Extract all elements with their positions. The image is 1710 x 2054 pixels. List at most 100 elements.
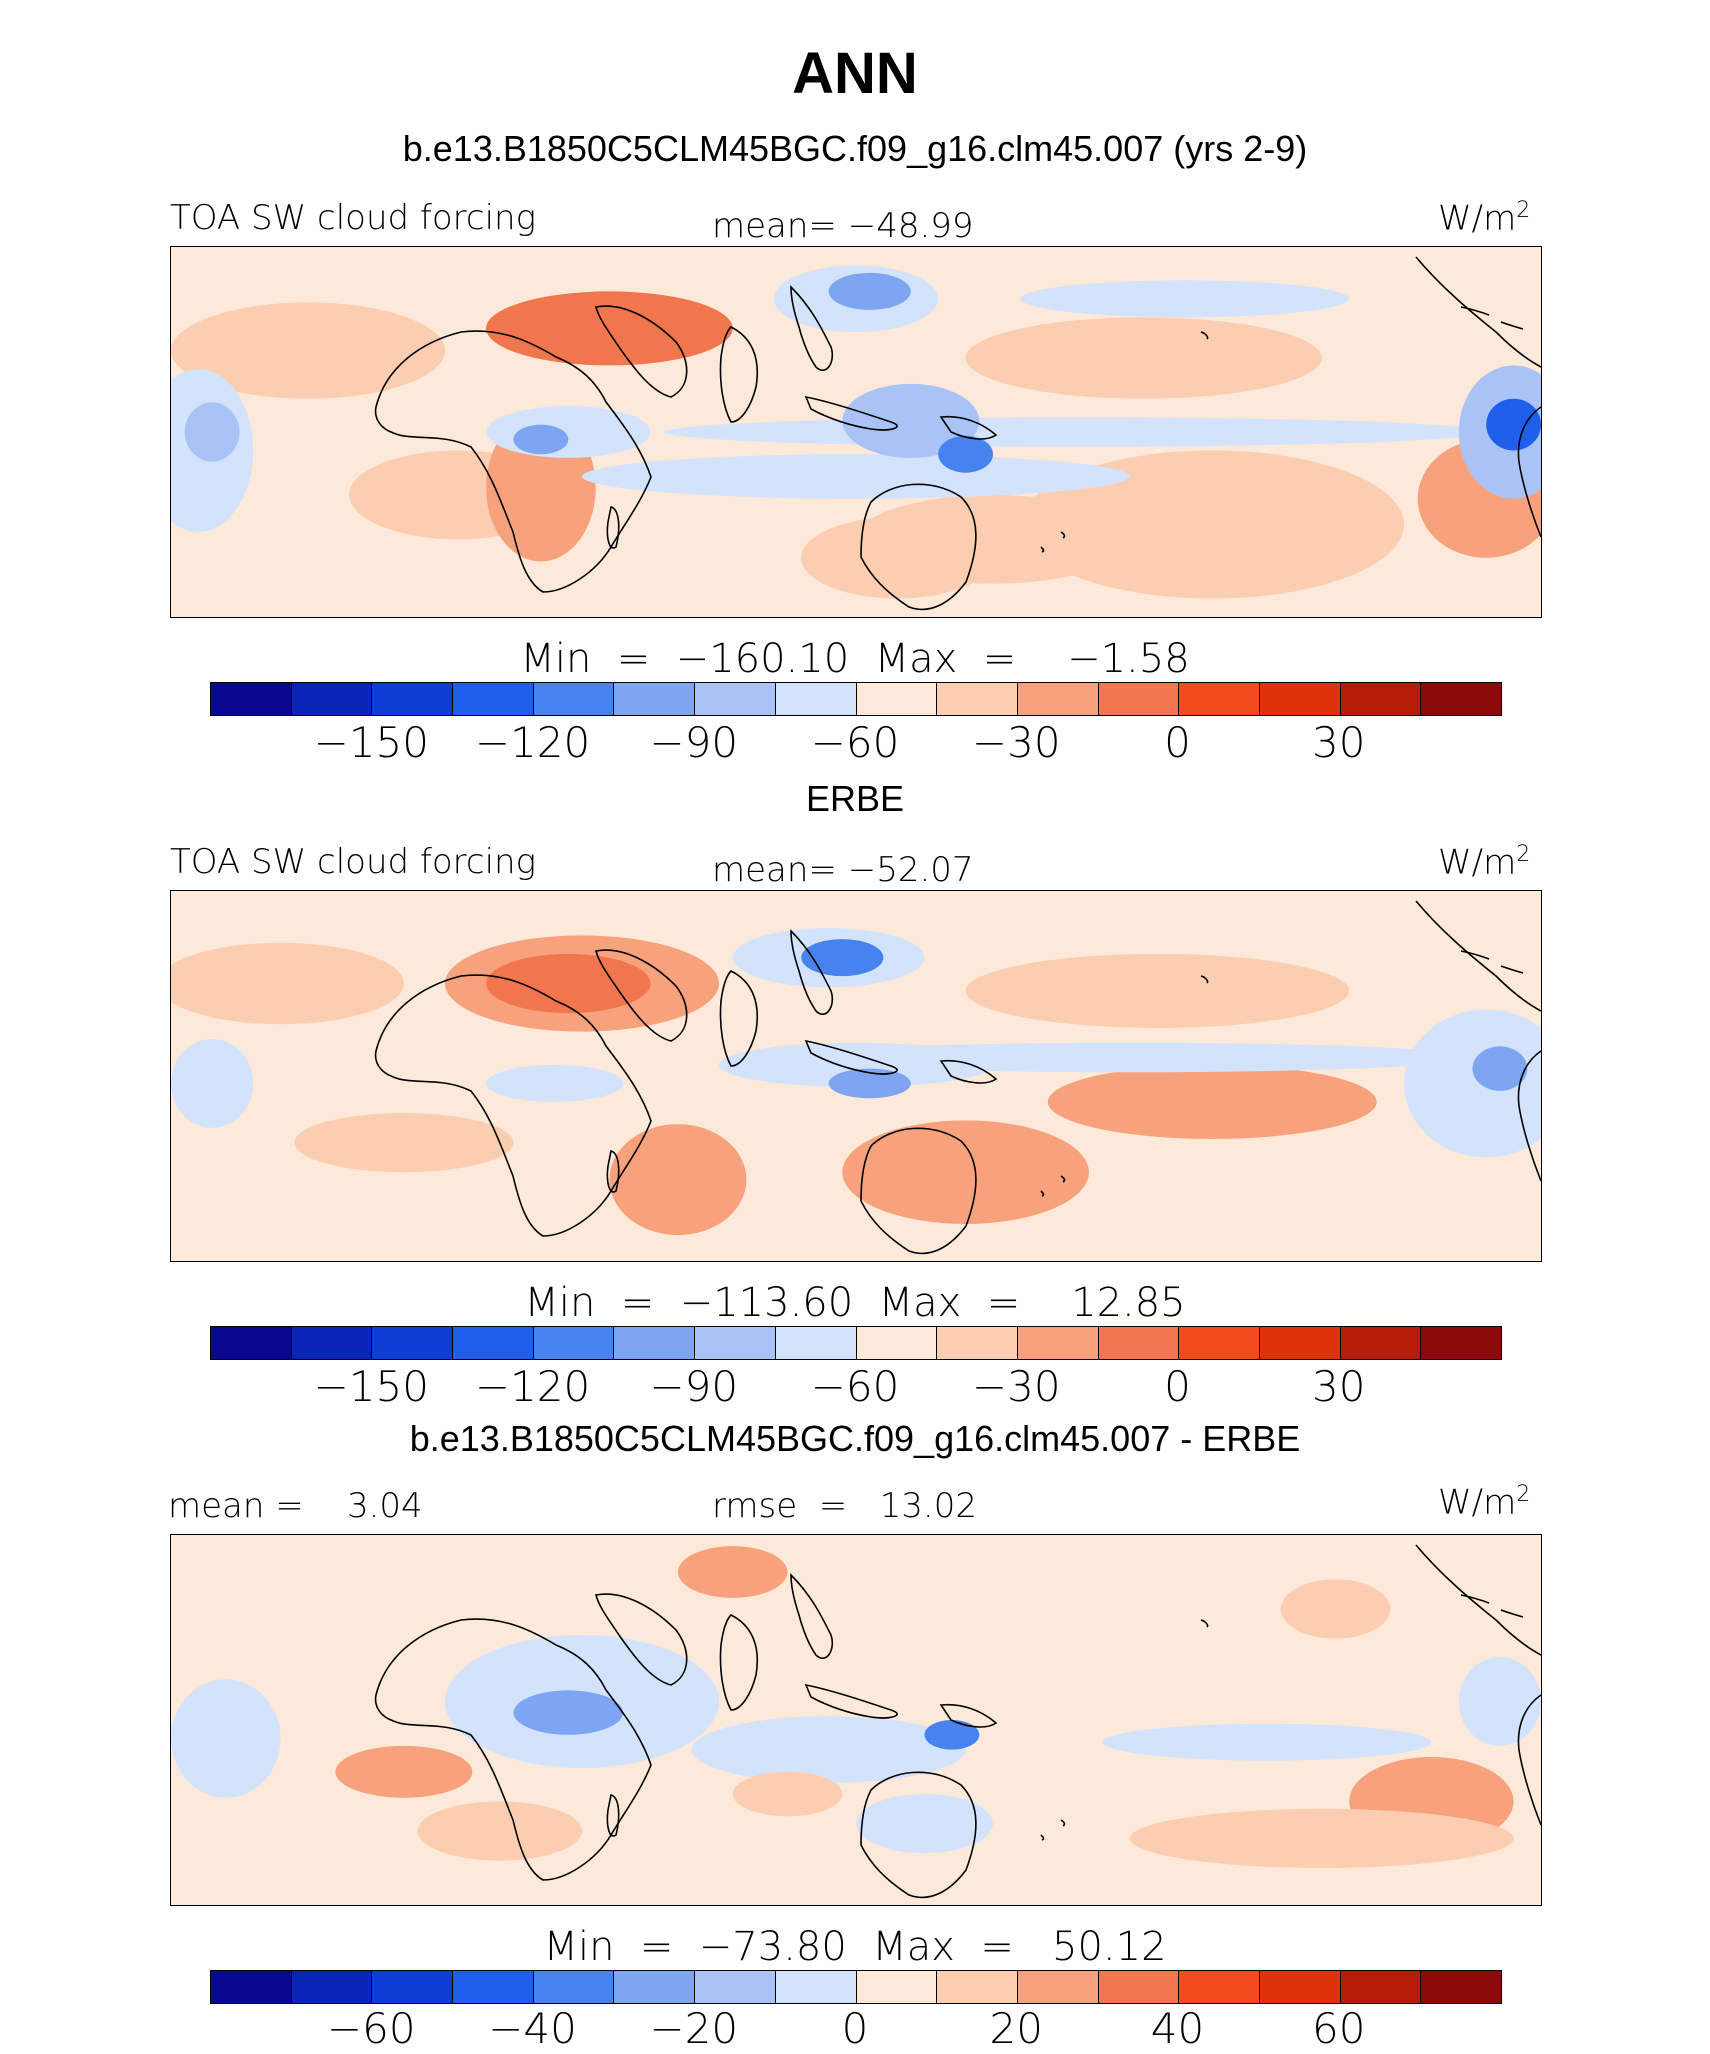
contour-region — [1404, 1009, 1541, 1158]
contour-region — [1458, 1657, 1541, 1746]
contour-region — [1472, 1046, 1528, 1091]
colorbar-tick-label: 0 — [1164, 1362, 1191, 1411]
contour-region — [486, 406, 651, 458]
colorbar-swatch — [614, 1327, 696, 1359]
panel-3-map — [170, 1534, 1542, 1906]
colorbar-swatch — [1098, 1327, 1180, 1359]
colorbar-tick-label: −150 — [313, 1362, 429, 1411]
colorbar-swatch — [291, 1327, 373, 1359]
panel-2-units: W/m2 — [1438, 842, 1531, 883]
panel-1-colorbar — [210, 682, 1502, 716]
coastline — [1415, 256, 1541, 368]
colorbar-swatch — [1017, 1327, 1099, 1359]
contour-region — [486, 1064, 624, 1102]
contour-region — [184, 402, 240, 462]
contour-region — [1020, 280, 1350, 318]
colorbar-swatch — [291, 1971, 373, 2003]
contour-region — [1047, 1064, 1377, 1139]
colorbar-tick-label: 20 — [989, 2004, 1043, 2053]
panel-2-colorbar — [210, 1326, 1502, 1360]
coastline — [719, 326, 758, 423]
panel-3-header: b.e13.B1850C5CLM45BGC.f09_g16.clm45.007 … — [409, 1418, 1301, 1459]
panel-1-mean-label: mean= −48.99 — [712, 206, 974, 246]
colorbar-swatch — [1017, 683, 1099, 715]
contour-region — [1020, 450, 1404, 599]
colorbar-swatch — [453, 1971, 534, 2003]
colorbar-swatch — [372, 1971, 454, 2003]
panel-3-colorbar-ticks: −60 −40 −20 0 20 40 60 — [210, 2004, 1500, 2054]
panel-1-minmax: Min = −160.10 Max = −1.58 — [520, 636, 1190, 682]
contour-region — [1280, 1579, 1391, 1639]
contour-region — [335, 1745, 473, 1798]
coastline — [939, 1703, 998, 1728]
coastline — [790, 929, 834, 1015]
main-title: ANN — [792, 41, 918, 106]
panel-3-rmse-label: rmse = 13.02 — [712, 1486, 977, 1526]
colorbar-swatch — [1421, 1971, 1501, 2003]
panel-2-variable-label: TOA SW cloud forcing — [170, 842, 536, 882]
colorbar-tick-label: −150 — [313, 718, 429, 767]
colorbar-swatch — [1098, 683, 1180, 715]
coastline — [804, 1683, 898, 1719]
panel-1-map — [170, 246, 1542, 618]
coastline — [790, 1573, 834, 1659]
panel-2-mean-label: mean= −52.07 — [712, 850, 974, 890]
contour-region — [171, 302, 445, 399]
contour-region — [664, 417, 1487, 447]
colorbar-tick-label: 0 — [1164, 718, 1191, 767]
colorbar-swatch — [1421, 1327, 1501, 1359]
colorbar-swatch — [695, 683, 776, 715]
colorbar-tick-label: −120 — [474, 718, 591, 767]
contour-region — [1130, 1808, 1514, 1868]
coastline — [1040, 1619, 1209, 1841]
colorbar-swatch — [211, 1327, 292, 1359]
contour-region — [171, 1039, 254, 1128]
colorbar-swatch — [1340, 683, 1422, 715]
coastline — [804, 395, 898, 431]
coastline — [790, 285, 834, 371]
colorbar-swatch — [1340, 1971, 1422, 2003]
colorbar-swatch — [937, 683, 1018, 715]
panel-2-colorbar-ticks: −150 −120 −90 −60 −30 0 30 — [210, 1362, 1500, 1412]
coastline — [1517, 1694, 1541, 1826]
colorbar-tick-label: −90 — [649, 718, 739, 767]
colorbar-swatch — [695, 1971, 776, 2003]
contour-region — [691, 1716, 966, 1783]
contour-region — [609, 1124, 747, 1236]
coastline — [606, 1794, 620, 1837]
colorbar-tick-label: −30 — [971, 718, 1061, 767]
panel-3-units: W/m2 — [1438, 1482, 1531, 1523]
contour-region — [1486, 398, 1541, 451]
colorbar-swatch — [614, 1971, 696, 2003]
contour-region — [787, 1042, 1473, 1073]
colorbar-swatch — [1259, 1971, 1341, 2003]
coastline — [1040, 331, 1209, 553]
colorbar-tick-label: −60 — [810, 718, 900, 767]
colorbar-tick-label: −40 — [488, 2004, 577, 2053]
colorbar-swatch — [614, 683, 696, 715]
coastline — [1415, 1544, 1541, 1656]
colorbar-tick-label: 30 — [1312, 718, 1366, 767]
colorbar-swatch — [453, 683, 534, 715]
colorbar-swatch — [453, 1327, 534, 1359]
colorbar-swatch — [533, 683, 615, 715]
contour-region — [513, 1690, 624, 1735]
coastline — [860, 1127, 977, 1255]
coastline — [939, 415, 998, 440]
colorbar-swatch — [856, 1327, 938, 1359]
coastline — [595, 949, 688, 1042]
colorbar-tick-label: 0 — [841, 2004, 869, 2053]
coastline — [1460, 1594, 1524, 1618]
colorbar-swatch — [1259, 683, 1341, 715]
coastline — [1415, 900, 1541, 1012]
panel-3-mean-label: mean = 3.04 — [168, 1486, 423, 1526]
contour-region — [582, 454, 1130, 499]
colorbar-swatch — [211, 683, 292, 715]
colorbar-tick-label: −60 — [810, 1362, 900, 1411]
coastline — [719, 970, 758, 1067]
contour-region — [842, 383, 980, 458]
contour-region — [732, 1771, 843, 1817]
colorbar-swatch — [856, 683, 938, 715]
coastline — [1040, 975, 1209, 1197]
panel-2-map — [170, 890, 1542, 1262]
